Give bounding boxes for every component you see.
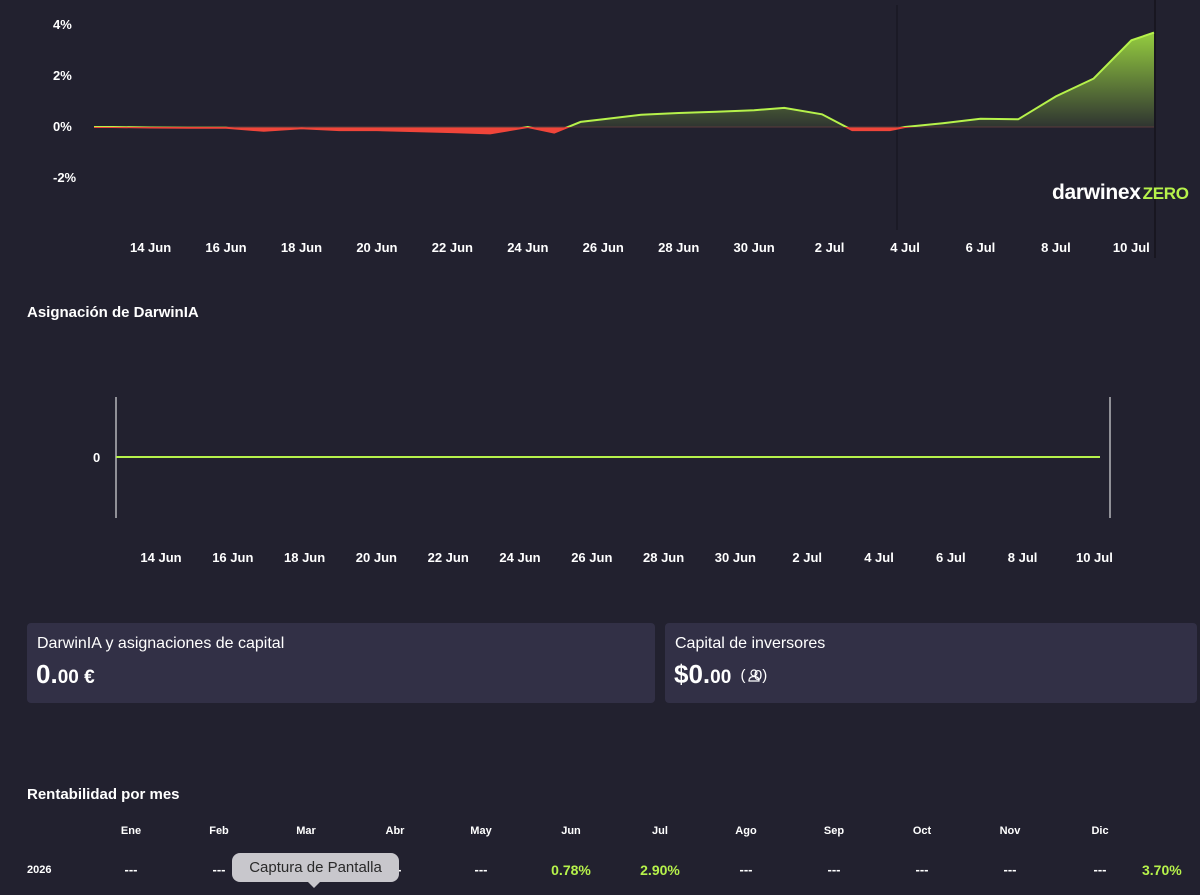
year-total-cell: 3.70% — [1142, 862, 1182, 878]
positive-area — [94, 32, 1154, 127]
x-tick-label: 14 Jun — [130, 240, 171, 255]
darwinex-zero-logo: darwinex ZERO — [1052, 181, 1189, 205]
month-header: Ago — [735, 825, 757, 837]
investor-capital-card: Capital de inversores $0.00 ( 0) — [665, 623, 1197, 703]
card-value: 0.00 € — [36, 659, 95, 690]
month-return-cell: --- — [1093, 862, 1107, 877]
x-tick-label: 26 Jun — [571, 550, 612, 565]
year-label: 2026 — [27, 864, 52, 876]
x-tick-label: 24 Jun — [499, 550, 540, 565]
month-header: Jul — [652, 825, 668, 837]
x-tick-label: 16 Jun — [212, 550, 253, 565]
x-tick-label: 10 Jul — [1113, 240, 1150, 255]
x-tick-label: 26 Jun — [583, 240, 624, 255]
month-return-cell: --- — [739, 862, 753, 877]
series-line-positive — [94, 31, 1155, 127]
x-tick-label: 10 Jul — [1076, 550, 1113, 565]
x-tick-label: 30 Jun — [734, 240, 775, 255]
monthly-returns-title: Rentabilidad por mes — [27, 786, 180, 803]
x-tick-label: 18 Jun — [284, 550, 325, 565]
month-header: Sep — [823, 825, 845, 837]
darwinia-allocation-title: Asignación de DarwinIA — [27, 304, 199, 321]
performance-chart: 4% 2% 0% -2% 14 Jun 16 Jun 18 Jun 20 Jun 22 Jun… — [53, 0, 1156, 258]
month-header: May — [470, 825, 492, 837]
x-tick-label: 4 Jul — [890, 240, 920, 255]
negative-area — [94, 127, 1154, 134]
month-header: Nov — [999, 825, 1021, 837]
month-header: Dic — [1091, 825, 1109, 837]
x-tick-label: 18 Jun — [281, 240, 322, 255]
month-header: Ene — [120, 825, 142, 837]
logo-suffix: ZERO — [1142, 184, 1189, 203]
x-tick-label: 8 Jul — [1041, 240, 1071, 255]
month-header: Oct — [912, 825, 932, 837]
month-header: Mar — [296, 825, 316, 837]
card-title: Capital de inversores — [675, 635, 826, 652]
month-header: Abr — [385, 825, 405, 837]
series-line-negative — [94, 127, 915, 135]
month-return-cell: 2.90% — [640, 862, 680, 878]
y-tick-label: 4% — [53, 17, 72, 32]
x-tick-label: 24 Jun — [507, 240, 548, 255]
month-return-cell: --- — [827, 862, 841, 877]
x-tick-label: 6 Jul — [936, 550, 966, 565]
allocation-chart: 0 14 Jun 16 Jun 18 Jun 20 Jun 22 Jun 24 Jun 26… — [93, 397, 1113, 565]
x-tick-label: 30 Jun — [715, 550, 756, 565]
x-tick-label: 16 Jun — [205, 240, 246, 255]
x-tick-label: 28 Jun — [643, 550, 684, 565]
x-tick-label: 28 Jun — [658, 240, 699, 255]
x-tick-label: 20 Jun — [356, 240, 397, 255]
month-return-cell: --- — [474, 862, 488, 877]
value-main: $0. — [674, 659, 711, 689]
card-title: DarwinIA y asignaciones de capital — [37, 635, 285, 652]
month-return-cell: --- — [915, 862, 929, 877]
card-value: $0.00 ( 0) — [674, 659, 767, 690]
month-return-cell: --- — [124, 862, 138, 877]
screenshot-tooltip: Captura de Pantalla — [232, 853, 399, 888]
y-tick-label: -2% — [53, 170, 77, 185]
y-tick-label: 0% — [53, 119, 72, 134]
value-small: 00 — [710, 667, 732, 688]
x-tick-label: 22 Jun — [428, 550, 469, 565]
month-return-cell: 0.78% — [551, 862, 591, 878]
investors-count: ( 0) — [740, 667, 768, 684]
x-tick-label: 4 Jul — [864, 550, 894, 565]
month-return-cell: --- — [212, 862, 226, 877]
y-tick-label: 0 — [93, 450, 100, 465]
x-tick-label: 22 Jun — [432, 240, 473, 255]
x-tick-label: 8 Jul — [1008, 550, 1038, 565]
x-tick-label: 6 Jul — [966, 240, 996, 255]
month-return-cell: --- — [1003, 862, 1017, 877]
x-tick-label: 2 Jul — [792, 550, 822, 565]
month-header: Feb — [209, 825, 229, 837]
value-small: 00 € — [57, 667, 95, 688]
x-tick-label: 20 Jun — [356, 550, 397, 565]
value-main: 0. — [36, 659, 58, 689]
x-tick-label: 14 Jun — [140, 550, 181, 565]
logo-text: darwinex — [1052, 181, 1141, 204]
month-header: Jun — [561, 825, 581, 837]
darwinia-capital-card: DarwinIA y asignaciones de capital 0.00 … — [27, 623, 655, 703]
x-tick-label: 2 Jul — [815, 240, 845, 255]
user-icon — [747, 669, 760, 682]
y-tick-label: 2% — [53, 68, 72, 83]
